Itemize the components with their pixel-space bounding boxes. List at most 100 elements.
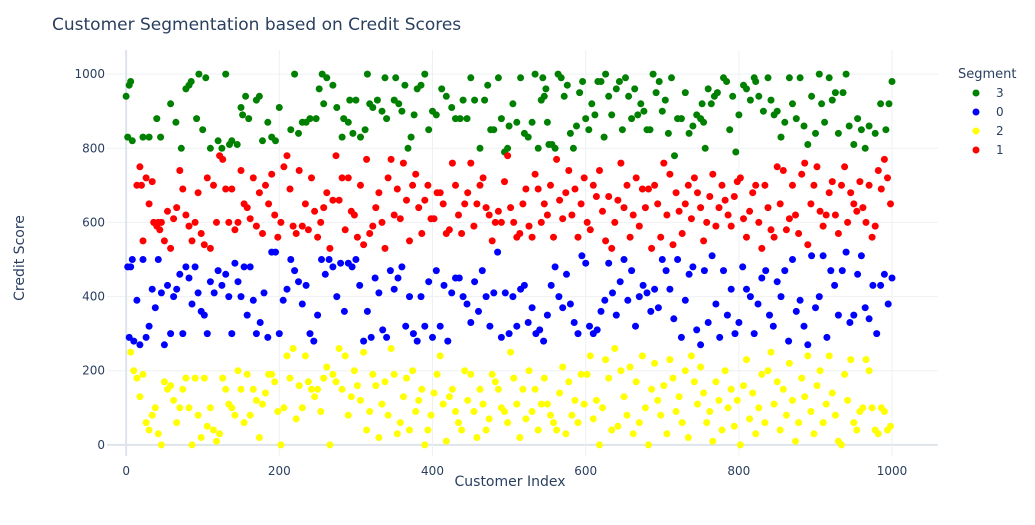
data-point[interactable] [467,319,475,326]
data-point[interactable] [589,181,597,189]
data-point[interactable] [206,278,214,286]
data-point[interactable] [332,378,340,386]
data-point[interactable] [582,115,590,123]
data-point[interactable] [589,415,597,423]
data-point[interactable] [761,181,769,189]
data-point[interactable] [193,115,201,123]
data-point[interactable] [600,133,608,141]
data-point[interactable] [170,215,178,223]
data-point[interactable] [384,174,392,182]
data-point[interactable] [128,256,136,263]
data-point[interactable] [721,196,729,204]
data-point[interactable] [583,218,591,226]
data-point[interactable] [442,437,450,445]
data-point[interactable] [847,356,855,364]
data-point[interactable] [517,74,525,82]
data-point[interactable] [540,92,548,100]
data-point[interactable] [234,218,242,226]
data-point[interactable] [329,81,337,89]
data-point[interactable] [675,207,683,215]
data-point[interactable] [173,204,181,212]
data-point[interactable] [363,70,371,78]
data-point[interactable] [403,374,410,382]
data-point[interactable] [185,222,193,230]
data-point[interactable] [641,204,649,212]
data-point[interactable] [366,408,374,415]
data-point[interactable] [819,222,827,230]
data-point[interactable] [259,230,266,237]
data-point[interactable] [609,289,616,297]
data-point[interactable] [540,200,548,208]
data-point[interactable] [505,330,513,338]
data-point[interactable] [448,159,456,167]
data-point[interactable] [550,419,557,427]
data-point[interactable] [651,181,659,189]
data-point[interactable] [455,274,463,282]
data-point[interactable] [592,193,600,200]
data-point[interactable] [202,74,210,82]
data-point[interactable] [268,170,276,178]
data-point[interactable] [265,200,273,208]
data-point[interactable] [145,322,153,330]
data-point[interactable] [260,289,268,297]
data-point[interactable] [448,289,456,297]
data-point[interactable] [690,378,698,386]
data-point[interactable] [390,370,398,378]
data-point[interactable] [731,330,739,338]
data-point[interactable] [519,385,527,393]
data-point[interactable] [574,330,582,338]
data-point[interactable] [624,296,632,304]
data-point[interactable] [504,144,512,152]
data-point[interactable] [467,74,475,82]
data-point[interactable] [807,200,815,208]
data-point[interactable] [350,367,358,375]
data-point[interactable] [228,404,236,412]
data-point[interactable] [344,411,352,419]
data-point[interactable] [459,96,467,104]
data-point[interactable] [383,115,391,123]
data-point[interactable] [574,419,582,427]
data-point[interactable] [252,396,260,404]
data-point[interactable] [369,222,377,230]
data-point[interactable] [712,300,720,308]
data-point[interactable] [252,330,260,338]
data-point[interactable] [684,181,692,189]
data-point[interactable] [574,233,582,241]
data-point[interactable] [467,370,475,378]
data-point[interactable] [497,218,505,226]
data-point[interactable] [206,244,214,252]
data-point[interactable] [626,233,634,241]
data-point[interactable] [130,367,138,375]
data-point[interactable] [700,389,708,397]
data-point[interactable] [697,341,705,349]
data-point[interactable] [513,118,521,126]
data-point[interactable] [510,374,518,382]
data-point[interactable] [614,196,622,204]
data-point[interactable] [475,307,482,315]
data-point[interactable] [347,393,355,401]
data-point[interactable] [501,289,509,297]
data-point[interactable] [612,311,620,319]
data-point[interactable] [344,174,352,182]
data-point[interactable] [850,200,858,208]
data-point[interactable] [727,222,735,230]
data-point[interactable] [488,237,496,245]
data-point[interactable] [713,89,721,97]
data-point[interactable] [222,70,230,78]
data-point[interactable] [839,89,847,97]
data-point[interactable] [859,204,867,212]
data-point[interactable] [608,426,616,434]
data-point[interactable] [643,289,651,297]
data-point[interactable] [882,126,890,134]
data-point[interactable] [298,404,306,412]
data-point[interactable] [482,293,490,301]
data-point[interactable] [432,267,440,275]
data-point[interactable] [409,330,417,338]
data-point[interactable] [579,78,587,85]
data-point[interactable] [635,222,643,230]
data-point[interactable] [259,137,266,145]
data-point[interactable] [813,382,821,390]
data-point[interactable] [697,363,705,371]
data-point[interactable] [777,293,785,301]
data-point[interactable] [326,441,334,449]
